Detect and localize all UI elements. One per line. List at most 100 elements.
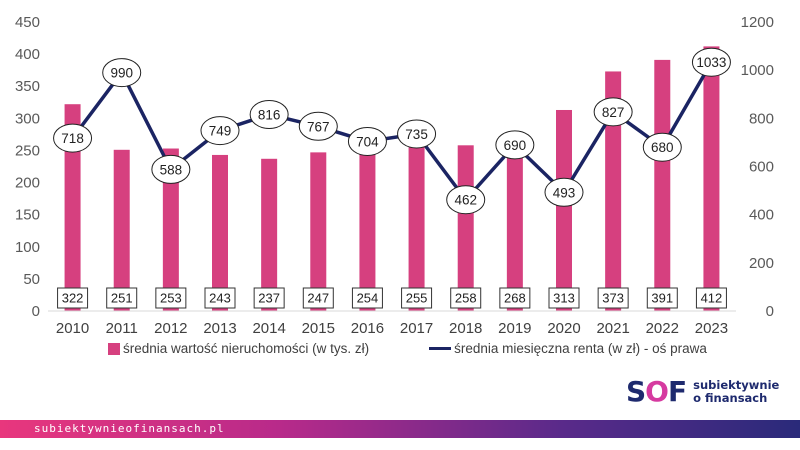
x-tick-label: 2012 <box>154 320 187 337</box>
x-tick-label: 2019 <box>498 320 531 337</box>
legend-entry-line: średnia miesięczna renta (w zł) - oś pra… <box>429 341 707 356</box>
y-right-tick-label: 400 <box>749 207 774 224</box>
line-value-label: 827 <box>602 105 625 120</box>
bar-value-box <box>548 287 580 309</box>
x-tick-label: 2011 <box>106 320 138 337</box>
line-point-marker <box>347 126 387 156</box>
line-value-label: 1033 <box>696 55 726 70</box>
bar-value-box <box>106 287 138 309</box>
bar <box>457 145 474 311</box>
line-point-marker <box>200 116 240 146</box>
bar-value-label: 243 <box>209 291 231 306</box>
y-right-tick-label: 1200 <box>741 14 774 31</box>
bar-value-label: 247 <box>307 291 329 306</box>
bar-value-box <box>351 287 383 309</box>
y-left-tick-label: 250 <box>15 142 40 159</box>
footer-bar: subiektywnieofinansach.pl <box>0 420 800 438</box>
sof-logo: SOF subiektywnie o finansach <box>626 375 779 408</box>
x-axis: 2010 2011 2012 2013 2014 2015 2016 2017 2018 2019… <box>48 310 736 337</box>
line-value-label: 690 <box>504 138 527 153</box>
bar <box>506 138 523 311</box>
bar-value-box <box>695 287 727 309</box>
bar <box>359 147 376 311</box>
line-value-label: 704 <box>356 134 379 149</box>
bar <box>408 147 425 311</box>
y-right-tick-label: 200 <box>749 255 774 272</box>
x-tick-label: 2013 <box>203 320 236 337</box>
line-value-label: 718 <box>61 131 84 146</box>
bar <box>162 148 179 311</box>
x-tick-label: 2014 <box>252 320 285 337</box>
x-tick-label: 2020 <box>547 320 580 337</box>
y-left-tick-label: 100 <box>15 239 40 256</box>
bar-value-label: 268 <box>504 291 526 306</box>
bar-value-box <box>204 287 236 309</box>
footer-url: subiektywnieofinansach.pl <box>34 422 225 435</box>
bar <box>556 109 572 312</box>
bar-value-label: 258 <box>455 291 477 306</box>
legend: średnia wartość nieruchomości (w tys. zł… <box>108 341 707 356</box>
line-point-marker <box>593 97 633 127</box>
bar-value-label: 322 <box>62 291 84 306</box>
line-value-label: 588 <box>160 162 183 177</box>
bar-value-box <box>253 287 285 309</box>
line-value-label: 680 <box>651 140 674 155</box>
legend-line-swatch <box>429 347 452 350</box>
logo-tagline-2: o finansach <box>693 390 768 405</box>
chart: 0 50 100 150 200 250 300 350 400 450 0 200 400 600 80… <box>15 14 774 337</box>
bar-value-label: 255 <box>406 291 428 306</box>
bar-value-box <box>597 287 629 309</box>
bar <box>310 152 327 311</box>
bar <box>113 149 130 311</box>
y-right-tick-label: 600 <box>749 159 774 176</box>
y-right-tick-label: 800 <box>749 110 774 127</box>
y-axis-right: 0 200 400 600 800 1000 1200 <box>741 14 774 320</box>
line-value-label: 990 <box>110 66 133 81</box>
bar <box>605 71 622 311</box>
legend-line-label: średnia miesięczna renta (w zł) - oś pra… <box>454 341 707 356</box>
x-tick-label: 2017 <box>400 320 433 337</box>
bar-value-box <box>302 287 334 309</box>
logo-tagline-1: subiektywnie <box>693 377 780 392</box>
line-point-marker <box>544 177 584 207</box>
bar-value-label: 251 <box>111 291 133 306</box>
line-value-label: 735 <box>405 127 428 142</box>
line-point-marker <box>691 47 731 77</box>
bar-value-box <box>57 287 89 309</box>
y-right-tick-label: 0 <box>766 303 774 320</box>
x-tick-label: 2015 <box>302 320 335 337</box>
line-point-marker <box>151 154 191 184</box>
line-series: 718 990 588 749 816 767 704 735 462 690 493 827 680 1… <box>53 47 731 215</box>
x-tick-label: 2021 <box>596 320 629 337</box>
sof-logo-tagline: subiektywnie o finansach <box>693 377 780 405</box>
line-value-label: 816 <box>258 107 281 122</box>
line-point-marker <box>495 130 535 160</box>
y-left-tick-label: 150 <box>15 207 40 224</box>
y-left-tick-label: 400 <box>15 46 40 63</box>
x-tick-label: 2010 <box>56 320 89 337</box>
bar-value-label: 253 <box>160 291 182 306</box>
line-value-label: 462 <box>454 193 477 208</box>
line-point-marker <box>298 111 338 141</box>
y-left-tick-label: 50 <box>23 271 40 288</box>
y-axis-left: 0 50 100 150 200 250 300 350 400 450 <box>15 14 40 320</box>
x-tick-label: 2016 <box>351 320 384 337</box>
bar <box>703 46 720 311</box>
bar-value-box <box>401 287 433 309</box>
bar <box>261 158 278 311</box>
bar-value-label: 254 <box>357 291 379 306</box>
line-point-marker <box>397 119 437 149</box>
bar-value-label: 313 <box>553 291 575 306</box>
bar-value-box <box>646 287 678 309</box>
line-point-marker <box>53 123 93 153</box>
line-value-label: 749 <box>209 124 232 139</box>
bar-value-label: 237 <box>258 291 280 306</box>
y-left-tick-label: 0 <box>32 303 40 320</box>
legend-entry-bars: średnia wartość nieruchomości (w tys. zł… <box>108 341 369 356</box>
y-left-tick-label: 350 <box>15 78 40 95</box>
bar <box>654 59 671 311</box>
bar-value-label: 412 <box>701 291 723 306</box>
line-value-label: 767 <box>307 119 330 134</box>
x-tick-label: 2018 <box>449 320 482 337</box>
bar-value-box <box>450 287 482 309</box>
